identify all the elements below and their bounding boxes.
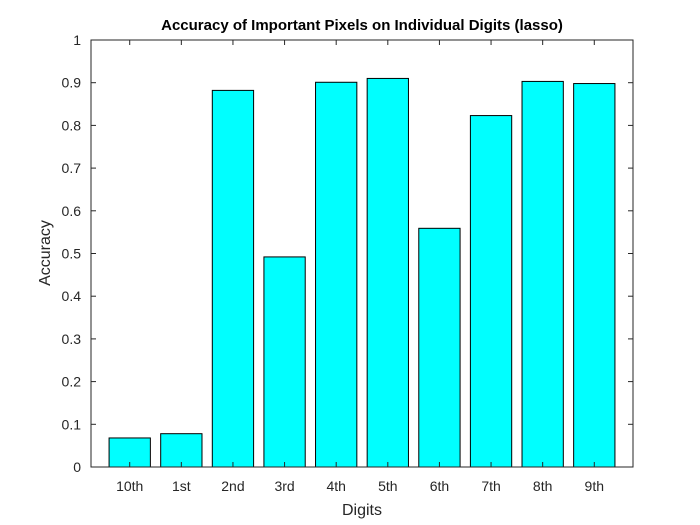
y-tick-label: 0.6 bbox=[62, 203, 82, 219]
y-tick-label: 0.3 bbox=[62, 331, 82, 347]
x-tick-label: 3rd bbox=[274, 478, 294, 494]
x-tick-label: 6th bbox=[430, 478, 449, 494]
y-tick-label: 0.4 bbox=[62, 288, 82, 304]
bar-4th bbox=[315, 81, 358, 468]
chart-title: Accuracy of Important Pixels on Individu… bbox=[161, 17, 563, 34]
bar-6th bbox=[418, 227, 461, 468]
bar-8th bbox=[521, 80, 564, 468]
bars-group bbox=[108, 77, 616, 468]
bar-7th bbox=[469, 115, 513, 468]
y-tick-label: 0.2 bbox=[62, 374, 82, 390]
x-tick-label: 1st bbox=[172, 478, 191, 494]
x-tick-label: 9th bbox=[585, 478, 604, 494]
y-tick-label: 0.5 bbox=[62, 246, 82, 262]
x-tick-label: 7th bbox=[481, 478, 500, 494]
y-tick-label: 0.1 bbox=[62, 416, 82, 432]
bar-1st bbox=[160, 433, 203, 468]
y-tick-label: 0 bbox=[73, 459, 81, 475]
bar-5th bbox=[366, 77, 409, 468]
x-tick-label: 8th bbox=[533, 478, 552, 494]
bar-3rd bbox=[263, 256, 306, 468]
bar-2nd bbox=[211, 89, 255, 468]
x-tick-label: 2nd bbox=[221, 478, 244, 494]
axes-box bbox=[90, 39, 634, 468]
x-tick-label: 5th bbox=[378, 478, 397, 494]
y-tick-label: 1 bbox=[73, 32, 81, 48]
bar-9th bbox=[573, 83, 616, 468]
y-tick-label: 0.7 bbox=[62, 160, 82, 176]
x-tick-label: 10th bbox=[116, 478, 143, 494]
y-tick-label: 0.9 bbox=[62, 75, 82, 91]
y-axis-label: Accuracy bbox=[37, 220, 54, 286]
x-axis-label: Digits bbox=[342, 502, 382, 519]
y-tick-label: 0.8 bbox=[62, 117, 82, 133]
x-tick-label: 4th bbox=[326, 478, 345, 494]
